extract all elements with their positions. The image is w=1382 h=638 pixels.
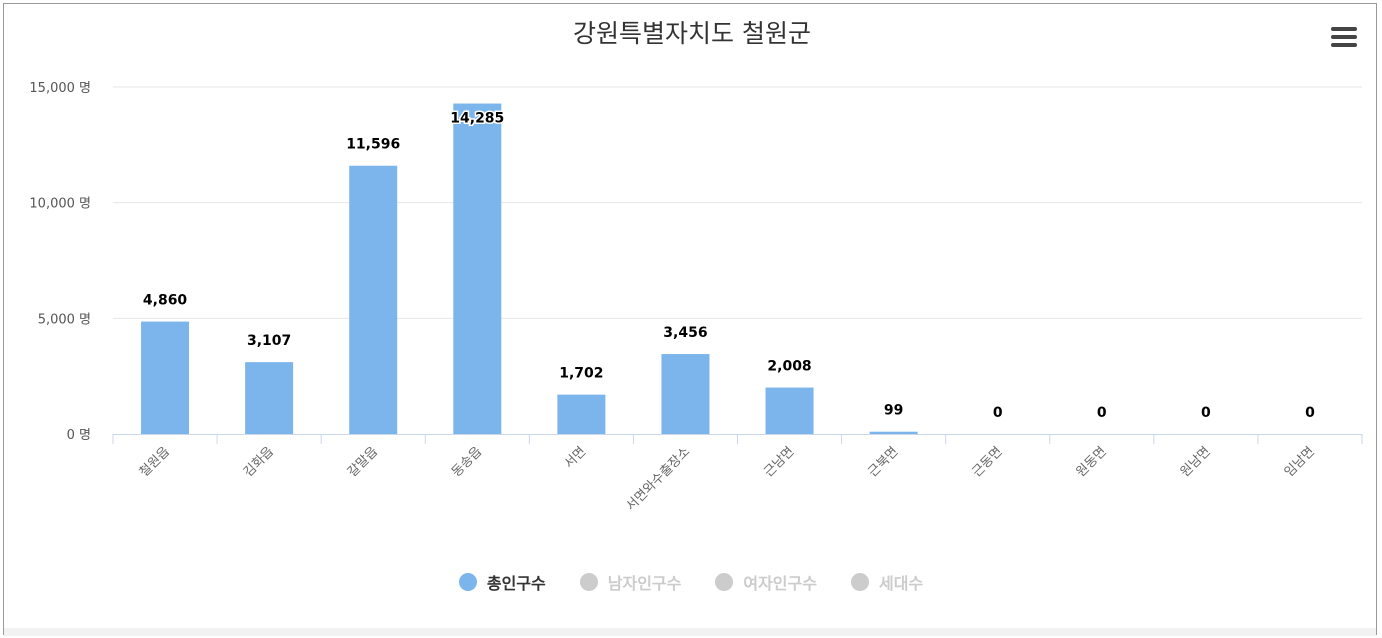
x-tick-label: 원남면 (1178, 444, 1214, 480)
x-tick-label: 서면와수출장소 (623, 444, 693, 514)
menu-line (1331, 43, 1357, 47)
chart-container (3, 3, 1377, 635)
chart-menu-icon[interactable] (1328, 24, 1360, 52)
x-axis (112, 434, 1363, 444)
bar[interactable] (141, 321, 190, 434)
legend-dot-icon (458, 573, 477, 591)
y-axis-tick-labels: 0 명 5,000 명 10,000 명 15,000 명 (29, 81, 91, 443)
legend-label: 여자인구수 (743, 574, 817, 593)
grid-lines (113, 86, 1362, 319)
menu-line (1331, 35, 1357, 39)
x-tick-label: 동송읍 (449, 444, 485, 480)
legend-dot-icon (850, 573, 869, 591)
legend-item-female-population[interactable]: 여자인구수 (715, 570, 817, 594)
y-tick-label: 0 명 (67, 428, 91, 443)
y-tick-label: 5,000 명 (38, 312, 91, 327)
data-label: 14,285 (450, 111, 504, 127)
data-label: 0 (1097, 405, 1107, 421)
data-label: 2,008 (767, 359, 811, 375)
x-tick-label: 임남면 (1282, 444, 1318, 480)
data-label: 4,860 (143, 293, 188, 309)
legend-label: 남자인구수 (607, 574, 682, 593)
bar[interactable] (453, 103, 502, 434)
x-tick-label: 근북면 (865, 444, 901, 480)
bar[interactable] (245, 362, 294, 434)
data-label: 11,596 (346, 137, 400, 153)
legend-item-total-population[interactable]: 총인구수 (458, 570, 546, 594)
bar[interactable] (661, 354, 710, 434)
legend-item-male-population[interactable]: 남자인구수 (579, 570, 682, 594)
legend-label: 총인구수 (486, 574, 546, 593)
data-label: 0 (1201, 405, 1211, 421)
data-label: 1,702 (559, 366, 603, 382)
data-labels: 4,860 3,107 11,596 14,285 1,702 3,456 2,008 99 0… (143, 109, 1315, 421)
legend-label: 세대수 (878, 574, 924, 593)
data-label: 99 (884, 403, 903, 419)
chart-legend: 총인구수 남자인구수 여자인구수 세대수 (0, 566, 1382, 598)
data-label: 3,107 (247, 333, 291, 349)
x-tick-label: 갈말읍 (345, 444, 381, 480)
menu-line (1331, 27, 1357, 31)
x-axis-tick-labels: 철원읍 김화읍 갈말읍 동송읍 서면 서면와수출장소 근남면 근북면 근동면 원동면 원남면 임남면 (137, 444, 1318, 514)
bar[interactable] (869, 431, 918, 434)
data-label: 0 (993, 405, 1003, 421)
bar[interactable] (349, 165, 398, 435)
chart-title: 강원특별자치도 철원군 (573, 19, 811, 48)
data-label: 3,456 (663, 325, 707, 341)
x-tick-label: 근동면 (970, 444, 1006, 480)
y-tick-label: 15,000 명 (29, 81, 91, 96)
x-tick-label: 원동면 (1074, 444, 1110, 480)
page-footer-strip (4, 628, 1376, 636)
legend-item-households[interactable]: 세대수 (850, 570, 924, 594)
bar[interactable] (765, 387, 814, 434)
data-label: 0 (1305, 405, 1315, 421)
legend-dot-icon (579, 573, 598, 591)
x-tick-label: 김화읍 (241, 444, 277, 480)
y-tick-label: 10,000 명 (29, 197, 91, 212)
x-tick-label: 서면 (562, 444, 590, 472)
bar[interactable] (557, 394, 606, 434)
bar-series[interactable] (141, 103, 918, 435)
legend-dot-icon (715, 573, 734, 591)
x-tick-label: 근남면 (761, 444, 797, 480)
x-tick-label: 철원읍 (137, 444, 173, 480)
